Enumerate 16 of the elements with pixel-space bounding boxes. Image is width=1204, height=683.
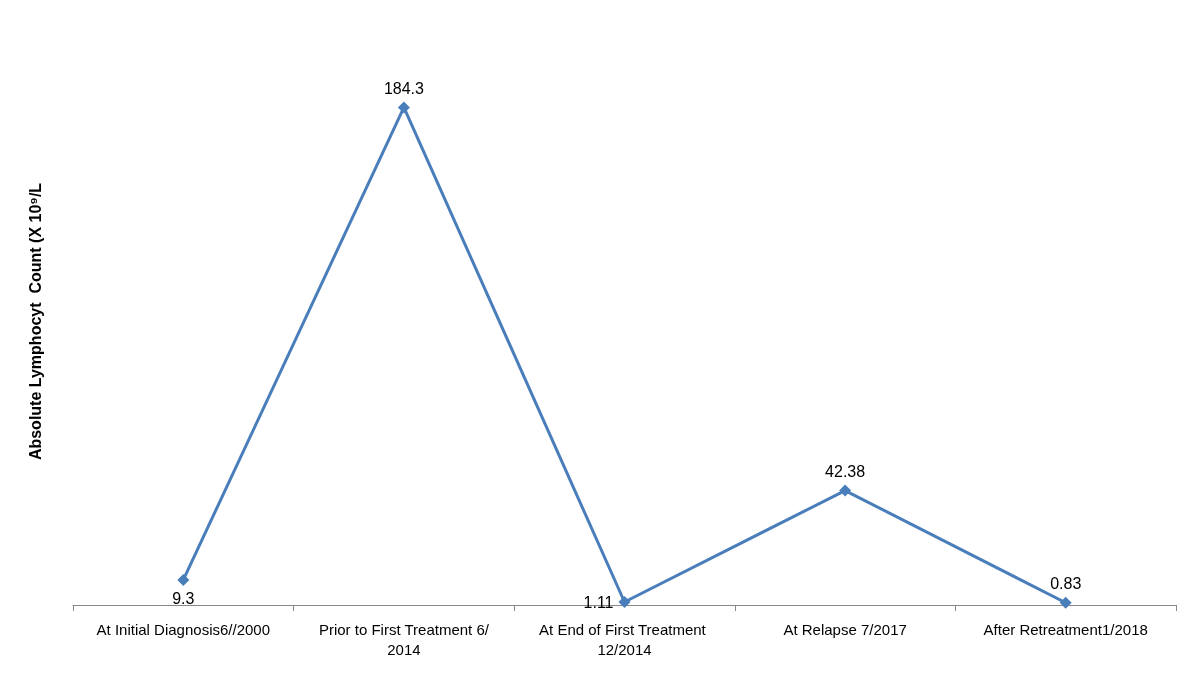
data-label: 9.3 xyxy=(172,590,195,608)
x-tick-label: At Relapse 7/2017 xyxy=(783,620,907,638)
point xyxy=(1059,596,1072,609)
point xyxy=(618,596,631,608)
point xyxy=(397,101,410,114)
x-tick-label: After Retreatment1/2018 xyxy=(983,620,1148,638)
data-label: 1.11 xyxy=(583,593,614,611)
x-tick-label: At End of First Treatment 12/2014 xyxy=(539,620,710,658)
point xyxy=(177,573,190,586)
x-tick-label: Prior to First Treatment 6/2014 xyxy=(318,620,490,658)
point xyxy=(839,484,852,497)
y-axis-title: Absolute Lymphocyt Count (X 10⁹/L xyxy=(26,182,44,461)
data-label: 42.38 xyxy=(825,463,866,481)
x-tick-label: At Initial Diagnosis6//2000 xyxy=(96,620,271,638)
data-label: 0.83 xyxy=(1050,575,1082,593)
data-label: 184.3 xyxy=(383,79,425,97)
